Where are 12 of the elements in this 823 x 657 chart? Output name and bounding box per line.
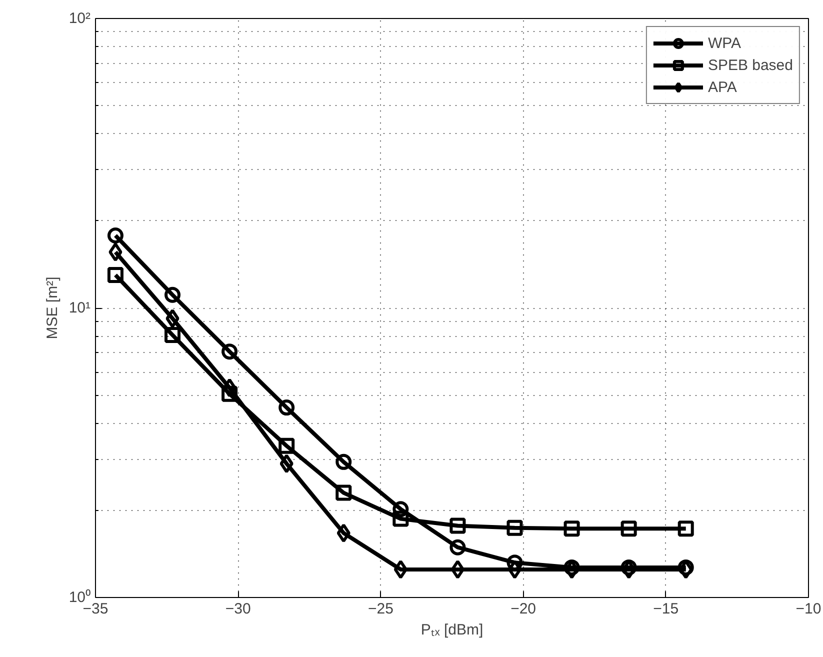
x-tick-label: −25 [368, 600, 394, 618]
x-tick-label: −10 [796, 600, 822, 618]
y-tick-label: 10² [68, 10, 91, 27]
legend-label: WPA [708, 34, 741, 52]
legend-label: SPEB based [708, 56, 793, 74]
x-tick-label: −20 [510, 600, 536, 618]
x-axis-title: Pₜₓ [dBm] [420, 622, 484, 638]
y-axis-title: MSE [m²] [44, 276, 61, 340]
x-tick-label: −30 [225, 600, 251, 618]
legend-label: APA [708, 78, 737, 96]
y-tick-label: 10¹ [68, 300, 91, 316]
x-tick-label: −15 [653, 600, 679, 618]
